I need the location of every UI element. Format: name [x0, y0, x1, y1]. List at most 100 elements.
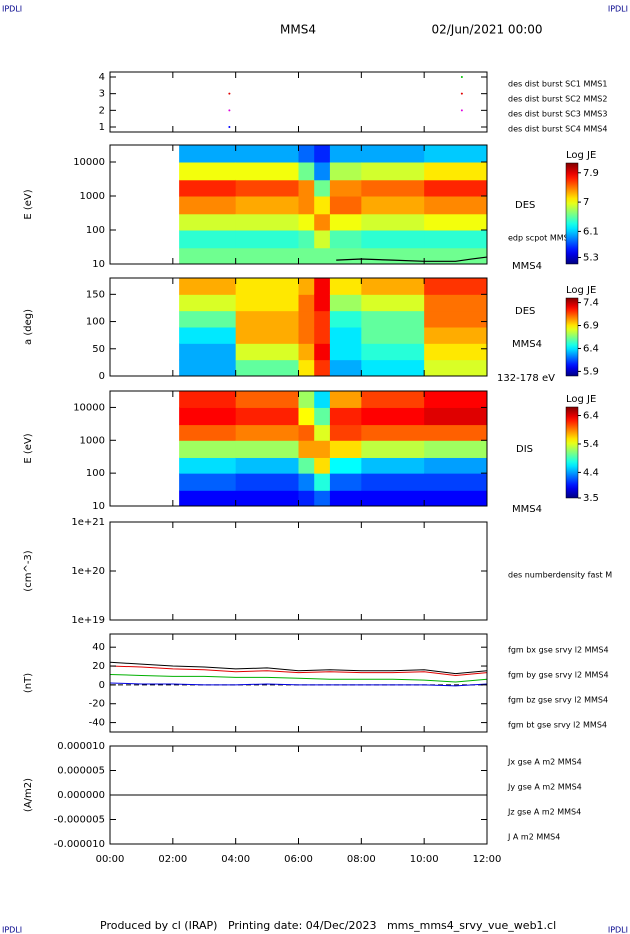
spectrogram-cell [314, 294, 331, 312]
spectrogram-cell [298, 247, 315, 265]
spectrogram-cell [329, 310, 362, 328]
spectrogram-cell [235, 230, 299, 249]
spectrogram-cell [179, 457, 237, 474]
y-axis-label: E (eV) [23, 189, 34, 219]
spectrogram-cell [329, 490, 362, 507]
panel-label: DES [515, 200, 535, 211]
spectrogram-cell [329, 247, 362, 265]
spectrogram-cell [361, 424, 425, 441]
spectrogram-cell [361, 440, 425, 458]
y-tick-label: 150 [86, 289, 105, 300]
legend-entry: des dist burst SC1 MMS1 [508, 80, 607, 89]
spectrogram-cell [424, 424, 488, 441]
colorbar-tick-label: 4.4 [583, 467, 599, 478]
spectrogram-cell [314, 145, 331, 163]
spectrogram-cell [361, 294, 425, 312]
spectrogram-cell [298, 490, 315, 507]
spectrogram-cell [329, 196, 362, 215]
spectrogram-cell [235, 294, 299, 312]
legend-entry: fgm bt gse srvy l2 MMS4 [508, 721, 607, 730]
spectrogram-cell [235, 196, 299, 215]
y-tick-label: 4 [99, 72, 105, 83]
spectrogram-cell [361, 179, 425, 197]
spectrogram-cell [298, 327, 315, 344]
y-tick-label: 10000 [73, 402, 105, 413]
y-tick-label: 0.000000 [57, 790, 105, 801]
panel-frame [109, 521, 488, 621]
colorbar [565, 162, 579, 265]
spectrogram-cell [235, 145, 299, 163]
spectrogram-cell [298, 473, 315, 491]
spectrogram-cell [179, 179, 237, 197]
spectrogram-cell [424, 162, 488, 181]
colorbar-tick-label: 7.9 [583, 168, 599, 179]
spectrogram-cell [361, 327, 425, 344]
spectrogram-cell [298, 359, 315, 377]
spectrogram-cell [179, 343, 237, 361]
point [460, 92, 463, 95]
spectrogram-cell [235, 343, 299, 361]
corner-label: IPDLI [2, 926, 22, 934]
legend-entry: des dist burst SC2 MMS2 [508, 95, 607, 104]
spectrogram-cell [235, 490, 299, 507]
spectrogram-cell [179, 162, 237, 181]
spectrogram-cell [361, 162, 425, 181]
panel-label: MMS4 [512, 504, 542, 515]
spectrogram-cell [329, 407, 362, 426]
spectrogram-cell [298, 162, 315, 181]
y-tick-label: 20 [92, 661, 105, 672]
colorbar-tick-label: 6.4 [583, 343, 599, 354]
panel-label: MMS4 [512, 339, 542, 350]
spectrogram-cell [424, 294, 488, 312]
spectrogram-cell [179, 278, 237, 295]
spectrogram-cell [424, 310, 488, 328]
y-tick-label: 1 [99, 122, 105, 133]
colorbar-tick-label: 3.5 [583, 493, 599, 504]
spectrogram-cell [298, 179, 315, 197]
spectrogram-cell [329, 145, 362, 163]
spectrogram-cell [424, 230, 488, 249]
spectrogram-cell [424, 343, 488, 361]
spectrogram-cell [424, 196, 488, 215]
spectrogram-cell [424, 247, 488, 265]
spectrogram-cell [361, 310, 425, 328]
spectrogram-cell [179, 247, 237, 265]
spectrogram-cell [424, 359, 488, 377]
spectrogram-cell [314, 230, 331, 249]
spectrogram-cell [235, 457, 299, 474]
spectrogram-cell [298, 440, 315, 458]
spectrogram-cell [424, 473, 488, 491]
spectrogram-cell [179, 145, 237, 163]
footer: Produced by cl (IRAP) Printing date: 04/… [100, 919, 556, 932]
spectrogram-cell [314, 424, 331, 441]
y-tick-label: 10000 [73, 157, 105, 168]
spectrogram-cell [179, 424, 237, 441]
spectrogram-cell [361, 230, 425, 249]
spectrogram-cell [424, 391, 488, 408]
spectrogram-cell [314, 247, 331, 265]
spectrogram-cell [361, 473, 425, 491]
colorbar-tick-label: 6.1 [583, 226, 599, 237]
colorbar-title: Log JE [566, 285, 596, 296]
y-tick-label: 0 [99, 371, 105, 382]
spectrogram-cell [314, 327, 331, 344]
spectrogram-cell [298, 407, 315, 426]
y-tick-label: -0.000005 [54, 815, 105, 826]
colorbar-tick-label: 5.9 [583, 366, 599, 377]
spectrogram-cell [235, 327, 299, 344]
x-tick-label: 00:00 [96, 854, 125, 865]
y-tick-label: 2 [99, 105, 105, 116]
panel-label: DES [515, 306, 535, 317]
y-tick-label: 1000 [80, 435, 105, 446]
spectrogram-cell [298, 294, 315, 312]
spectrogram-cell [235, 179, 299, 197]
spectrogram-cell [361, 213, 425, 231]
line [109, 682, 488, 687]
y-axis-label: a (deg) [23, 309, 34, 345]
legend-entry: des dist burst SC3 MMS3 [508, 110, 607, 119]
spectrogram-cell [179, 213, 237, 231]
spectrogram-cell [179, 473, 237, 491]
spectrogram-cell [314, 359, 331, 377]
spectrogram-cell [361, 391, 425, 408]
